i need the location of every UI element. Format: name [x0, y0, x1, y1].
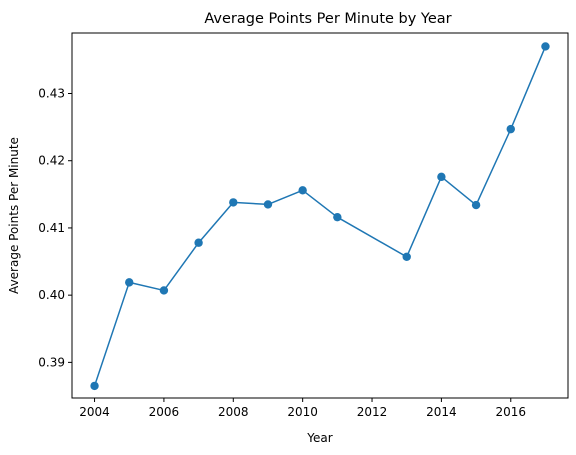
data-point — [541, 42, 550, 51]
x-tick-label: 2010 — [287, 405, 318, 419]
x-tick-label: 2006 — [149, 405, 180, 419]
y-tick-label: 0.40 — [38, 288, 65, 302]
data-point — [90, 381, 99, 391]
y-tick-label: 0.39 — [38, 355, 65, 369]
plot-frame — [71, 32, 569, 399]
x-tick-label: 2012 — [357, 405, 388, 419]
data-point — [437, 172, 446, 182]
data-point — [159, 286, 169, 295]
data-point — [333, 212, 342, 222]
series-layer — [90, 42, 550, 391]
x-tick-label: 2014 — [426, 405, 457, 419]
y-tick-label: 0.42 — [38, 154, 65, 168]
y-axis-label: Average Points Per Minute — [7, 137, 21, 294]
x-tick-label: 2004 — [79, 405, 110, 419]
data-point — [471, 200, 481, 210]
x-axis: 2004 2006 2008 2010 2012 2014 2016 — [79, 398, 526, 419]
data-point — [298, 186, 307, 195]
chart-title: Average Points Per Minute by Year — [204, 11, 451, 27]
data-point — [229, 198, 238, 207]
data-point — [263, 200, 273, 209]
series-line — [93, 46, 547, 387]
x-tick-label: 2008 — [218, 405, 249, 419]
data-point — [402, 252, 411, 262]
data-point — [194, 238, 203, 247]
data-point — [506, 124, 515, 134]
x-tick-label: 2016 — [495, 405, 526, 419]
y-axis: 0.39 0.40 0.41 0.42 0.43 — [38, 86, 72, 369]
y-tick-label: 0.43 — [38, 86, 65, 100]
y-tick-label: 0.41 — [38, 221, 65, 235]
data-point — [125, 278, 134, 287]
x-axis-label: Year — [306, 431, 332, 445]
